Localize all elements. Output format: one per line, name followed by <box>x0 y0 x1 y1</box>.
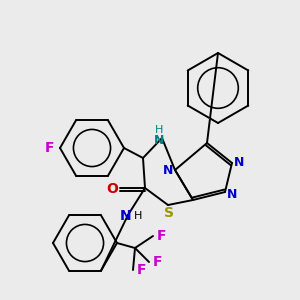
Text: N: N <box>234 157 244 169</box>
Text: F: F <box>156 229 166 243</box>
Text: F: F <box>45 141 55 155</box>
Text: N: N <box>163 164 173 176</box>
Text: H: H <box>155 125 163 135</box>
Text: O: O <box>106 182 118 196</box>
Text: F: F <box>152 255 162 269</box>
Text: N: N <box>154 134 164 146</box>
Text: S: S <box>164 206 174 220</box>
Text: F: F <box>136 263 146 277</box>
Text: N: N <box>120 209 132 223</box>
Text: N: N <box>227 188 237 200</box>
Text: H: H <box>134 211 142 221</box>
